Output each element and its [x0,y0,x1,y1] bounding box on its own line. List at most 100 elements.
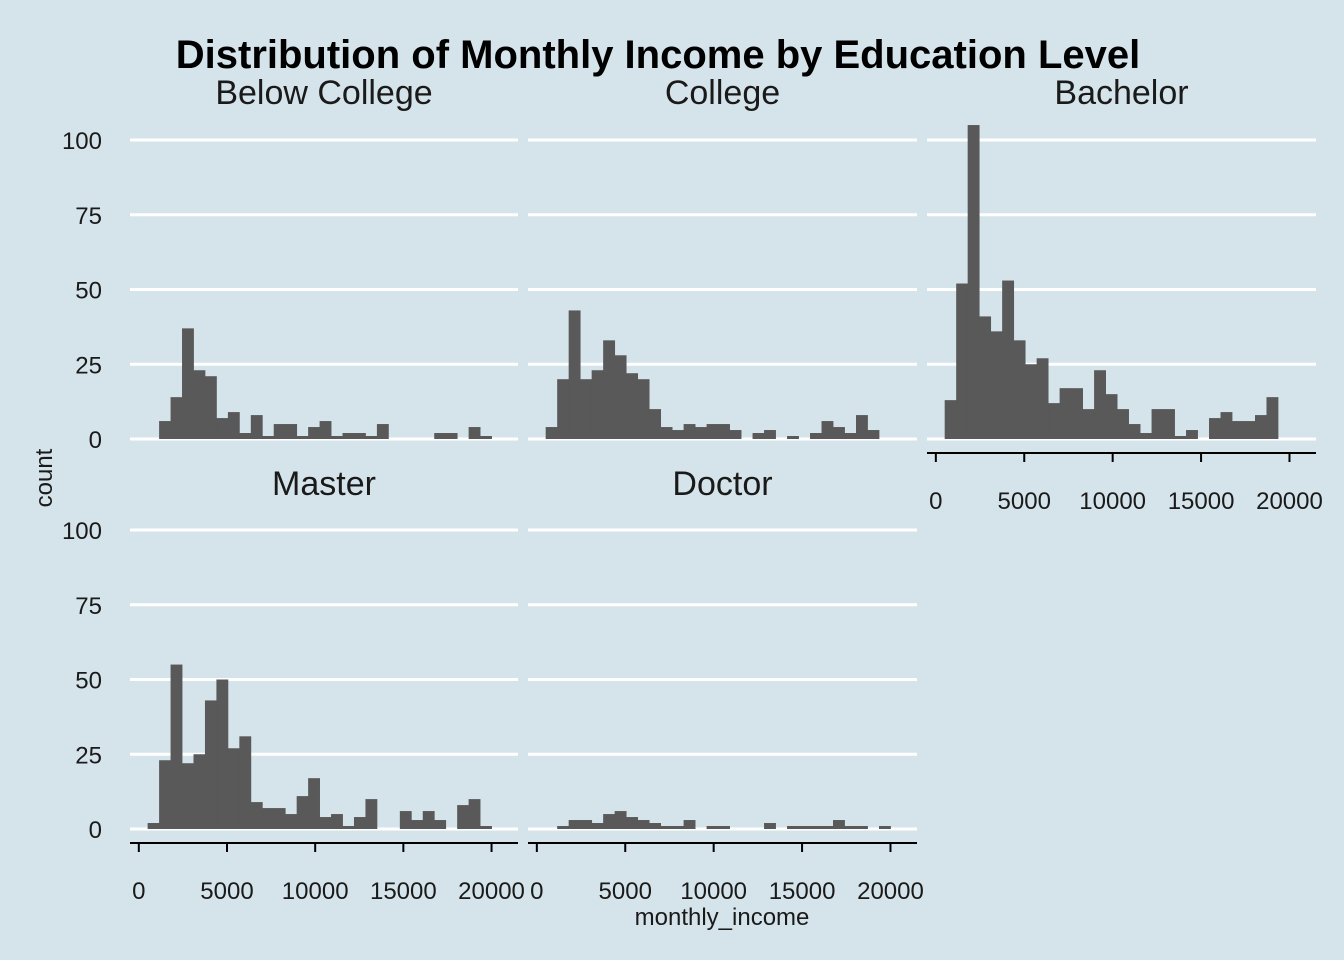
histogram-bar [603,340,616,439]
x-tick-label-5000: 5000 [599,878,652,905]
histogram-bar [810,433,822,439]
histogram-bar [683,820,696,829]
histogram-bar [1105,394,1118,439]
x-tick-label-5000: 5000 [998,488,1051,515]
facet-title-master: Master [272,465,376,503]
histogram-bar [331,436,343,439]
x-tick-label-10000: 10000 [680,878,747,905]
histogram-bar [833,820,845,829]
histogram-bar [752,433,765,439]
facet-bachelor: Bachelor 0 5000 10000 15000 20000 [927,74,1323,515]
x-tick-label-0: 0 [929,488,942,515]
histogram-bar [833,427,845,439]
histogram-bar [262,436,275,439]
histogram-bar [296,436,309,439]
histogram-bar [1036,358,1049,439]
histogram-bar [319,817,332,829]
histogram-bar [990,331,1003,439]
histogram-bar [182,763,194,829]
y-tick-label-75: 75 [75,203,102,230]
histogram-bar [810,826,822,829]
histogram-bar [718,826,730,829]
histogram-bar [844,433,857,439]
histogram-bar [159,760,171,829]
facet-title-college: College [665,74,780,112]
histogram-bar [308,778,320,829]
histogram-bar [706,424,719,439]
histogram-bar [204,376,217,439]
y-tick-label-25: 25 [75,352,102,379]
histogram-bar [660,427,673,439]
x-tick-label-0: 0 [132,878,145,905]
histogram-bar [660,826,673,829]
histogram-bar [637,820,650,829]
histogram-bar [878,826,891,829]
histogram-bar [342,433,355,439]
y-tick-label-50: 50 [75,278,102,305]
histogram-bar [1059,388,1072,439]
histogram-bar [319,421,332,439]
facet-college: College [528,74,917,441]
histogram-bar [239,736,252,829]
histogram-bar [580,379,593,439]
histogram-bar [706,826,719,829]
histogram-bar [626,373,639,439]
histogram-bar [1082,409,1095,439]
histogram-bar [216,418,229,439]
histogram-bar [626,817,639,829]
histogram-bar [649,823,662,829]
histogram-bar [1220,412,1233,439]
facet-doctor: Doctor 0 5000 10000 15000 20000 [528,465,924,905]
histogram-bar [649,409,662,439]
x-tick-label-20000: 20000 [458,878,525,905]
histogram-bar [1266,397,1279,439]
histogram-bar [296,796,309,829]
histogram-bar [683,424,696,439]
x-tick-label-10000: 10000 [282,878,349,905]
histogram-bar [1025,364,1038,439]
histogram-bar [170,397,183,439]
histogram-bar [1094,370,1106,439]
histogram-bar [1048,403,1061,439]
x-tick-label-15000: 15000 [769,878,836,905]
y-tick-label-0: 0 [89,817,102,844]
histogram-bar [944,400,957,439]
histogram-bar [557,379,570,439]
y-axis-title: count [31,448,58,507]
histogram-bar [273,808,286,829]
histogram-bar [204,700,217,829]
facet-title-bachelor: Bachelor [1054,74,1188,112]
histogram-bar [967,125,980,440]
histogram-bar [821,421,834,439]
histogram-bar [262,808,275,829]
histogram-bar [718,424,730,439]
histogram-bar [1151,409,1164,439]
chart-title: Distribution of Monthly Income by Educat… [176,33,1141,77]
histogram-bar [798,826,811,829]
histogram-bar [193,370,206,439]
histogram-bar [557,826,570,829]
histogram-bar [468,427,481,439]
histogram-bar [1140,433,1152,439]
histogram-bar [545,427,558,439]
histogram-bar [637,379,650,439]
histogram-bar [1243,421,1256,439]
histogram-bar [399,811,412,829]
histogram-bar [1232,421,1244,439]
histogram-bar [227,748,240,829]
histogram-bar [568,820,581,829]
histogram-bar [729,430,742,439]
x-tick-label-15000: 15000 [370,878,437,905]
histogram-bar [273,424,286,439]
histogram-bar [480,826,492,829]
histogram-bar [956,283,969,439]
histogram-bar [411,820,424,829]
histogram-bar [821,826,834,829]
histogram-bar [591,370,604,439]
histogram-bar [764,823,776,829]
histogram-bar [695,427,707,439]
y-tick-label-0: 0 [89,427,102,454]
histogram-bar [434,820,447,829]
histogram-bar [614,811,627,829]
histogram-bar [580,820,593,829]
